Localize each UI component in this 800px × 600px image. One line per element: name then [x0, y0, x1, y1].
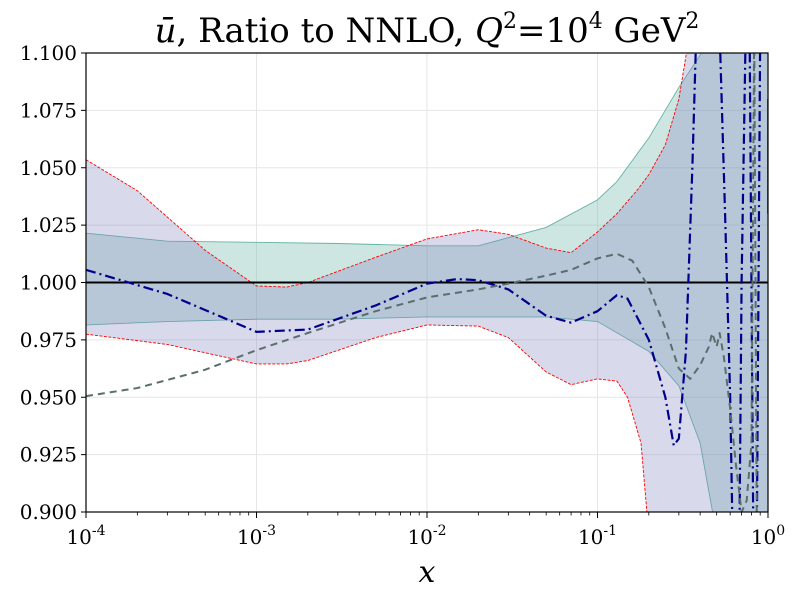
band-upper-edge-2 [86, 53, 687, 288]
title-unit: GeV [603, 11, 687, 51]
x-tick-label: 10-2 [407, 523, 446, 549]
y-tick-label: 0.975 [20, 328, 77, 352]
axes: 0.900 0.925 0.950 0.975 1.000 1.025 1.050 1.075… [20, 41, 785, 549]
y-tick-label: 1.075 [20, 98, 77, 122]
x-tick-label: 100 [751, 523, 785, 549]
band-lower-edge-2 [86, 324, 648, 512]
x-tick-label: 10-4 [66, 523, 105, 549]
y-tick-label: 0.925 [20, 443, 77, 467]
series-line-2 [86, 53, 762, 512]
chart-title: ū, Ratio to NNLO, Q2=104 GeV2 [155, 9, 700, 51]
series-line-3 [86, 53, 758, 512]
x-axis-label: x [419, 555, 436, 590]
title-q-exp: 2 [503, 9, 517, 34]
x-tick-label: 10-3 [237, 523, 276, 549]
title-text: , Ratio to NNLO, [177, 11, 476, 51]
title-equals: =10 [517, 11, 589, 51]
y-tick-label: 0.900 [20, 500, 77, 524]
y-tick-label: 1.025 [20, 213, 77, 237]
y-tick-label: 0.950 [20, 385, 77, 409]
band-lower-edge-1 [86, 316, 713, 512]
x-tick-label: 10-1 [578, 523, 617, 549]
title-q-value-exp: 4 [589, 9, 603, 34]
title-unit-exp: 2 [685, 9, 699, 34]
title-ubar-symbol: ū [155, 11, 177, 51]
band-upper-edge-1 [86, 53, 703, 247]
y-tick-label: 1.050 [20, 156, 77, 180]
title-q-symbol: Q [475, 11, 503, 51]
y-tick-label: 1.100 [20, 41, 77, 65]
y-tick-label: 1.000 [20, 271, 77, 295]
